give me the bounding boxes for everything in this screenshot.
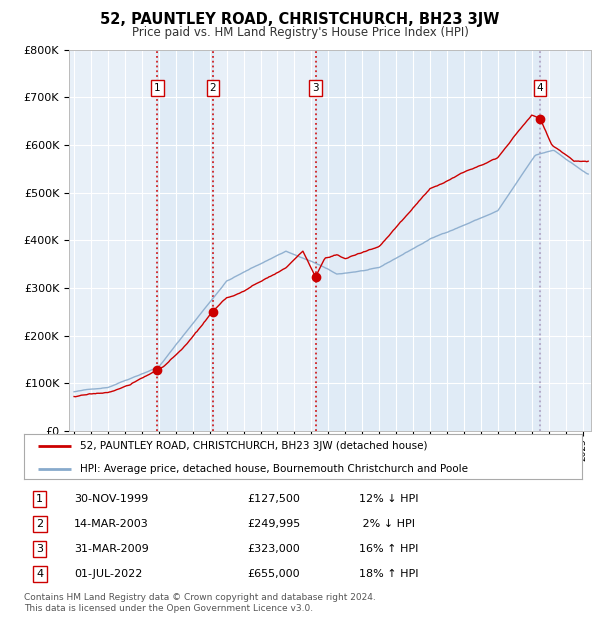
- Text: 52, PAUNTLEY ROAD, CHRISTCHURCH, BH23 3JW: 52, PAUNTLEY ROAD, CHRISTCHURCH, BH23 3J…: [100, 12, 500, 27]
- Text: Price paid vs. HM Land Registry's House Price Index (HPI): Price paid vs. HM Land Registry's House …: [131, 26, 469, 39]
- Text: HPI: Average price, detached house, Bournemouth Christchurch and Poole: HPI: Average price, detached house, Bour…: [80, 464, 468, 474]
- Text: £127,500: £127,500: [247, 494, 300, 504]
- Text: £323,000: £323,000: [247, 544, 300, 554]
- Text: 1: 1: [36, 494, 43, 504]
- Text: 4: 4: [537, 82, 544, 93]
- Text: 12% ↓ HPI: 12% ↓ HPI: [359, 494, 418, 504]
- Text: 16% ↑ HPI: 16% ↑ HPI: [359, 544, 418, 554]
- Text: 1: 1: [154, 82, 161, 93]
- Text: 01-JUL-2022: 01-JUL-2022: [74, 569, 143, 579]
- Bar: [316, 50, 540, 431]
- Text: 3: 3: [36, 544, 43, 554]
- Text: 14-MAR-2003: 14-MAR-2003: [74, 519, 149, 529]
- Text: 2% ↓ HPI: 2% ↓ HPI: [359, 519, 415, 529]
- Text: 31-MAR-2009: 31-MAR-2009: [74, 544, 149, 554]
- Text: 52, PAUNTLEY ROAD, CHRISTCHURCH, BH23 3JW (detached house): 52, PAUNTLEY ROAD, CHRISTCHURCH, BH23 3J…: [80, 441, 427, 451]
- Text: 3: 3: [312, 82, 319, 93]
- Text: 18% ↑ HPI: 18% ↑ HPI: [359, 569, 418, 579]
- Text: Contains HM Land Registry data © Crown copyright and database right 2024.
This d: Contains HM Land Registry data © Crown c…: [24, 593, 376, 613]
- Text: 2: 2: [36, 519, 43, 529]
- Text: 2: 2: [210, 82, 217, 93]
- Text: £655,000: £655,000: [247, 569, 300, 579]
- Text: £249,995: £249,995: [247, 519, 301, 529]
- Text: 30-NOV-1999: 30-NOV-1999: [74, 494, 148, 504]
- Text: 4: 4: [36, 569, 43, 579]
- Bar: [157, 50, 213, 431]
